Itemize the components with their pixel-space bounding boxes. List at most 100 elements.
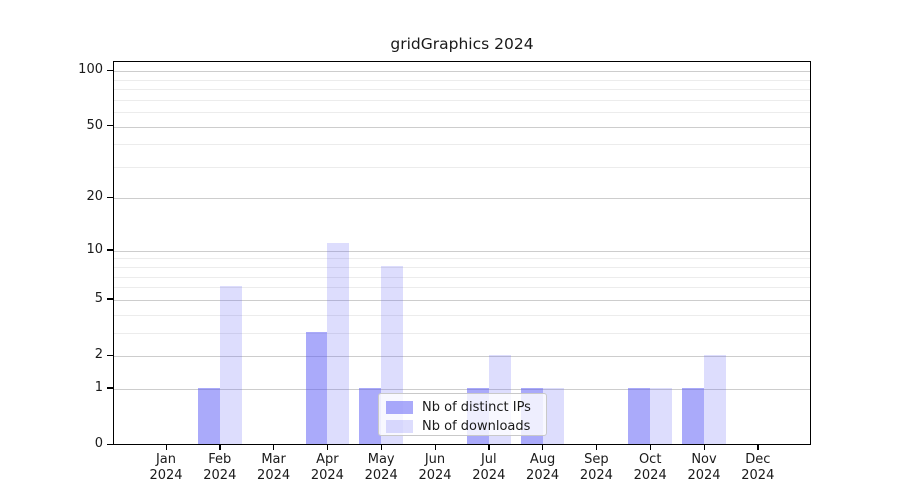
x-label-year: 2024 <box>310 468 344 483</box>
minor-gridline <box>114 267 810 269</box>
minor-gridline <box>114 112 810 114</box>
x-tick-label: Jun 2024 <box>405 452 465 484</box>
legend-item: Nb of distinct IPs <box>386 398 546 416</box>
x-tick-label: Apr 2024 <box>297 452 357 484</box>
legend: Nb of distinct IPs Nb of downloads <box>378 393 547 436</box>
minor-gridline <box>114 287 810 289</box>
x-tick-label: Jan 2024 <box>136 452 196 484</box>
y-tick-mark <box>107 125 113 127</box>
x-label-month: Jun <box>424 452 446 467</box>
minor-gridline <box>114 79 810 81</box>
x-label-month: Apr <box>316 452 339 467</box>
x-tick-label: Feb 2024 <box>190 452 250 484</box>
bar <box>704 355 726 444</box>
y-tick-label: 20 <box>86 189 103 205</box>
x-tick-label: Aug 2024 <box>513 452 573 484</box>
legend-label: Nb of downloads <box>422 418 531 434</box>
x-label-month: Oct <box>638 452 662 467</box>
minor-gridline <box>114 332 810 334</box>
y-tick-mark <box>107 249 113 251</box>
x-tick-mark <box>380 445 382 450</box>
minor-gridline <box>114 258 810 260</box>
x-tick-label: Oct 2024 <box>620 452 680 484</box>
legend-item: Nb of downloads <box>386 417 546 435</box>
x-label-year: 2024 <box>257 468 291 483</box>
minor-gridline <box>114 314 810 316</box>
y-tick-mark <box>107 69 113 71</box>
bar <box>198 387 220 444</box>
bar <box>628 387 651 444</box>
x-tick-label: Dec 2024 <box>728 452 788 484</box>
x-label-year: 2024 <box>526 468 560 483</box>
plot-area <box>113 61 811 445</box>
x-label-year: 2024 <box>741 468 775 483</box>
major-gridline <box>114 299 810 301</box>
x-label-month: May <box>367 452 395 467</box>
x-tick-mark <box>595 445 598 450</box>
x-tick-mark <box>542 445 544 450</box>
major-gridline <box>114 388 810 390</box>
x-tick-label: Jul 2024 <box>459 452 519 484</box>
bar <box>305 331 328 444</box>
y-tick-label: 10 <box>86 241 103 257</box>
y-tick-mark <box>107 298 113 300</box>
x-tick-mark <box>703 445 705 450</box>
x-label-month: Dec <box>745 452 771 467</box>
minor-gridline <box>114 99 810 101</box>
bar <box>650 387 672 444</box>
x-tick-mark <box>273 445 275 450</box>
major-gridline <box>114 126 810 128</box>
x-tick-mark <box>488 445 490 450</box>
x-label-month: Mar <box>261 452 286 467</box>
x-label-month: Jan <box>155 452 177 467</box>
y-tick-label: 5 <box>94 290 103 306</box>
x-label-year: 2024 <box>633 468 667 483</box>
legend-label: Nb of distinct IPs <box>422 399 531 415</box>
x-tick-label: Mar 2024 <box>244 452 304 484</box>
x-label-month: Feb <box>208 452 232 467</box>
x-label-year: 2024 <box>203 468 237 483</box>
minor-gridline <box>114 166 810 168</box>
x-tick-mark <box>757 445 759 450</box>
y-tick-mark <box>107 196 113 199</box>
legend-swatch <box>386 419 413 433</box>
major-gridline <box>114 250 810 252</box>
y-tick-label: 100 <box>78 62 103 78</box>
x-tick-mark <box>219 445 221 450</box>
bar <box>682 387 704 444</box>
y-tick-mark <box>107 387 113 389</box>
minor-gridline <box>114 144 810 146</box>
x-label-year: 2024 <box>579 468 613 483</box>
x-label-year: 2024 <box>687 468 721 483</box>
legend-swatch <box>386 400 413 414</box>
bar <box>542 387 565 444</box>
x-tick-mark <box>649 445 651 450</box>
major-gridline <box>114 356 810 357</box>
y-tick-label: 2 <box>94 347 103 362</box>
x-label-year: 2024 <box>364 468 398 483</box>
x-label-month: Jul <box>480 452 497 467</box>
x-label-year: 2024 <box>149 468 183 483</box>
x-tick-mark <box>165 445 167 450</box>
x-tick-mark <box>434 445 436 450</box>
x-tick-label: Sep 2024 <box>566 452 626 484</box>
bar <box>359 387 382 444</box>
bar <box>219 286 242 444</box>
bar <box>327 242 350 444</box>
y-tick-label: 50 <box>86 117 103 133</box>
x-label-year: 2024 <box>472 468 506 483</box>
minor-gridline <box>114 89 810 91</box>
minor-gridline <box>114 276 810 278</box>
x-label-year: 2024 <box>418 468 452 483</box>
x-label-month: Sep <box>584 452 609 467</box>
y-tick-label: 1 <box>94 379 103 395</box>
y-tick-mark <box>107 443 113 445</box>
x-label-month: Aug <box>529 452 556 467</box>
major-gridline <box>114 198 810 200</box>
x-label-month: Nov <box>691 452 717 467</box>
y-tick-label: 0 <box>94 436 103 451</box>
x-tick-label: Nov 2024 <box>674 452 734 484</box>
x-tick-label: May 2024 <box>351 452 411 484</box>
y-tick-mark <box>107 354 113 356</box>
